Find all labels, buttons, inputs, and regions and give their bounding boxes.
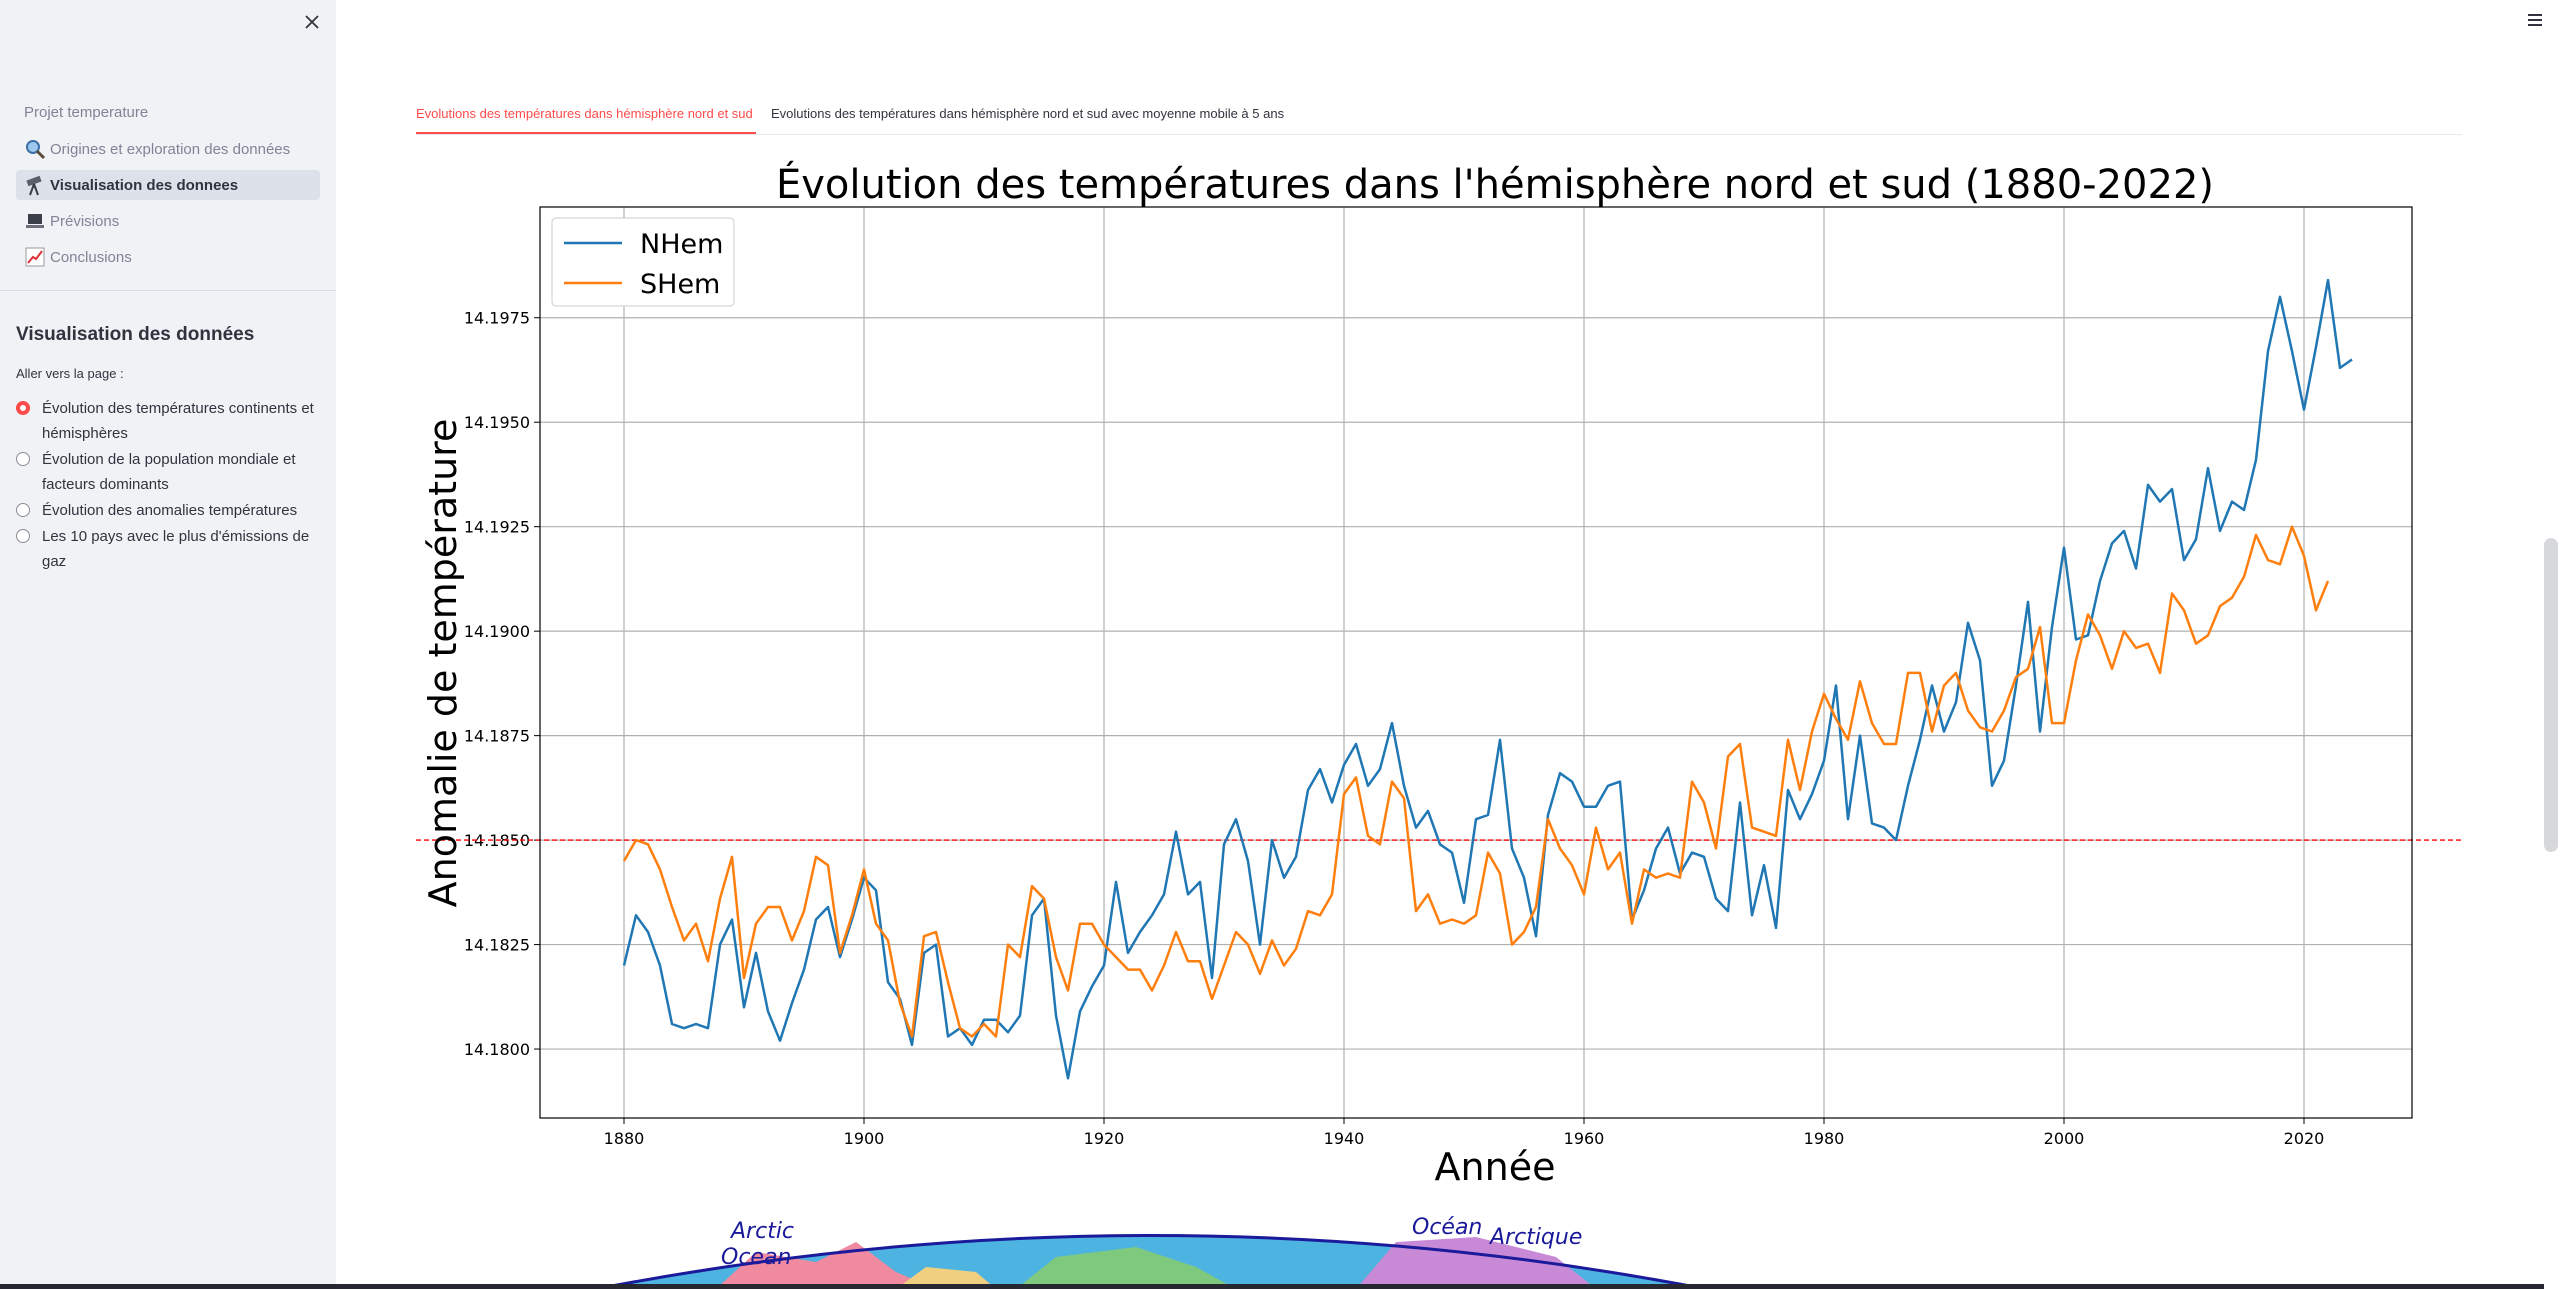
x-tick-label: 1900 (844, 1129, 885, 1148)
radio-group-label: Aller vers la page : (16, 366, 124, 381)
radio-button-selected[interactable] (16, 401, 30, 415)
x-tick-label: 1960 (1564, 1129, 1605, 1148)
y-tick-label: 14.1875 (464, 727, 530, 746)
x-tick-label: 1980 (1804, 1129, 1845, 1148)
close-sidebar-button[interactable] (300, 10, 324, 34)
radio-option-temperatures[interactable]: Évolution des températures continents et… (16, 396, 316, 446)
radio-button[interactable] (16, 529, 30, 543)
map-label-ocean: Ocean (721, 1245, 791, 1270)
chart-title: Évolution des températures dans l'hémisp… (776, 160, 2214, 208)
y-axis-label: Anomalie de température (421, 419, 465, 908)
series-line-nhem (622, 278, 2353, 1080)
plot-frame (539, 206, 2413, 1119)
x-tick-label: 1880 (604, 1129, 645, 1148)
radio-option-anomalies[interactable]: Évolution des anomalies températures (16, 498, 316, 523)
world-map-image: Arctic Ocean Océan Arctique (596, 1212, 1706, 1289)
y-tick-label: 14.1950 (464, 413, 530, 432)
magnifier-icon (24, 138, 46, 160)
radio-button[interactable] (16, 452, 30, 466)
radio-option-label: Évolution des températures continents et… (42, 400, 314, 442)
map-label-arctique: Arctique (1488, 1225, 1582, 1250)
x-tick-label: 1920 (1084, 1129, 1125, 1148)
bottom-bar (0, 1284, 2544, 1289)
laptop-icon (24, 210, 46, 232)
nav-item-label: Visualisation des donnees (50, 176, 239, 194)
temperature-chart: Évolution des températures dans l'hémisp… (416, 160, 2462, 1189)
radio-option-population[interactable]: Évolution de la population mondiale et f… (16, 447, 316, 497)
y-tick-label: 14.1900 (464, 622, 530, 641)
nav-item-label: Conclusions (50, 248, 132, 266)
radio-option-label: Les 10 pays avec le plus d'émissions de … (42, 528, 310, 570)
radio-option-label: Évolution de la population mondiale et f… (42, 451, 296, 493)
chart-legend: NHem SHem (551, 217, 735, 307)
y-tick-label: 14.1800 (464, 1040, 530, 1059)
map-label-ocean-fr: Océan (1412, 1215, 1482, 1240)
x-axis-label: Année (1435, 1145, 1556, 1189)
radio-button[interactable] (16, 503, 30, 517)
x-axis-ticks: 1880 1900 1920 1940 1960 1980 2000 2020 (604, 1118, 2325, 1148)
x-tick-label: 2020 (2284, 1129, 2325, 1148)
y-tick-label: 14.1975 (464, 309, 530, 328)
series-lines (622, 278, 2353, 1080)
y-tick-label: 14.1825 (464, 936, 530, 955)
telescope-icon (24, 174, 46, 196)
tab-evolution-moyenne-mobile[interactable]: Evolutions des températures dans hémisph… (771, 106, 1285, 121)
nav-item-origines[interactable]: Origines et exploration des données (16, 134, 320, 164)
hamburger-icon (2528, 14, 2542, 26)
radio-option-label: Évolution des anomalies températures (42, 502, 298, 519)
chart-up-icon (24, 246, 46, 268)
y-axis-ticks: 14.180014.182514.185014.187514.190014.19… (464, 309, 540, 1059)
series-line-shem (622, 525, 2330, 1038)
nav-item-previsions[interactable]: Prévisions (16, 206, 320, 236)
y-tick-label: 14.1925 (464, 518, 530, 537)
sidebar-divider (0, 290, 336, 291)
map-label-arctic: Arctic (729, 1219, 794, 1244)
active-tab-indicator (416, 132, 756, 134)
nav-item-visualisation[interactable]: Visualisation des donnees (16, 170, 320, 200)
legend-label-nhem: NHem (640, 229, 723, 260)
nav-item-label: Origines et exploration des données (50, 140, 291, 158)
section-title: Visualisation des données (16, 324, 255, 345)
radio-option-emissions[interactable]: Les 10 pays avec le plus d'émissions de … (16, 524, 316, 574)
project-title: Projet temperature (24, 104, 149, 121)
x-tick-label: 2000 (2044, 1129, 2085, 1148)
sidebar: Projet temperature Origines et explorati… (0, 0, 336, 1289)
scrollbar-thumb[interactable] (2544, 538, 2558, 852)
nav-item-conclusions[interactable]: Conclusions (16, 242, 320, 272)
x-tick-label: 1940 (1324, 1129, 1365, 1148)
close-icon (305, 15, 319, 29)
chart-grid (540, 207, 2412, 1118)
tab-bar: Evolutions des températures dans hémisph… (416, 98, 2462, 135)
tab-evolution-nord-sud[interactable]: Evolutions des températures dans hémisph… (416, 106, 753, 121)
legend-label-shem: SHem (640, 269, 720, 300)
main-menu-button[interactable] (2522, 10, 2548, 36)
nav-item-label: Prévisions (50, 212, 120, 230)
